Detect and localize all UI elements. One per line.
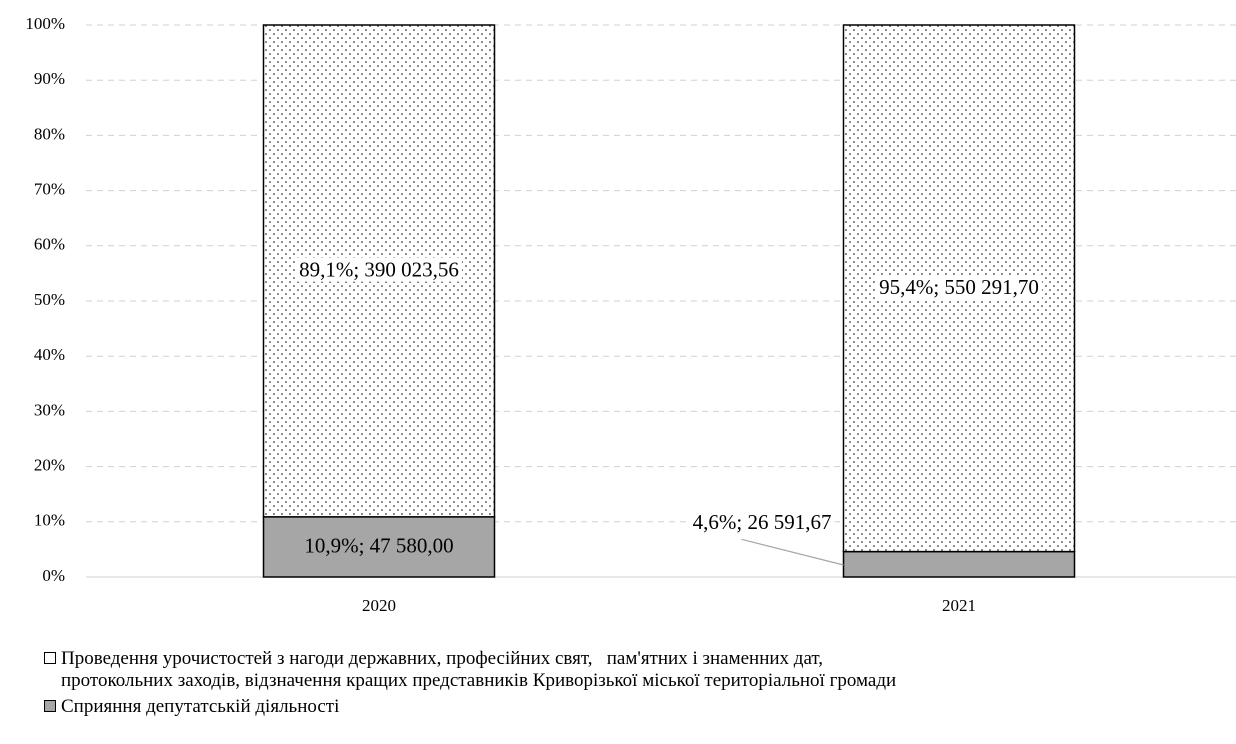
data-label: 4,6%; 26 591,67 <box>693 510 832 534</box>
legend-swatch <box>44 700 56 712</box>
data-label: 95,4%; 550 291,70 <box>879 275 1039 299</box>
bar-segment <box>262 516 496 578</box>
y-tick-label: 80% <box>34 124 65 143</box>
data-label: 89,1%; 390 023,56 <box>299 258 459 282</box>
x-tick-label: 2020 <box>362 596 396 615</box>
legend-label: Проведення урочистостей з нагоди державн… <box>61 648 897 691</box>
x-tick-label: 2021 <box>942 596 976 615</box>
chart: 0% 10% 20% 30% 40% 50% 60% 70% 80% 90% 100% 2020 202… <box>25 14 1236 615</box>
legend-item: Сприяння депутатській діяльності <box>44 696 1236 718</box>
data-label-bg <box>689 510 835 535</box>
y-tick-label: 10% <box>34 511 65 530</box>
data-label-group: 10,9%; 47 580,00 <box>304 534 453 558</box>
data-label-bg <box>876 275 1042 300</box>
y-tick-label: 20% <box>34 456 65 475</box>
y-tick-label: 90% <box>34 69 65 88</box>
bar-segment <box>842 550 1076 578</box>
legend: Проведення урочистостей з нагоди державн… <box>44 648 1236 722</box>
legend-swatch <box>44 652 56 664</box>
data-label-group: 89,1%; 390 023,56 <box>296 257 462 282</box>
legend-label: Сприяння депутатській діяльності <box>61 696 340 717</box>
data-label-bg <box>296 257 462 282</box>
y-tick-label: 50% <box>34 290 65 309</box>
data-label: 10,9%; 47 580,00 <box>304 534 453 558</box>
data-label-group: 95,4%; 550 291,70 <box>876 275 1042 300</box>
data-label-group: 4,6%; 26 591,67 <box>689 510 835 535</box>
y-tick-label: 30% <box>34 400 65 419</box>
legend-item: Проведення урочистостей з нагоди державн… <box>44 648 1236 692</box>
y-tick-label: 0% <box>42 566 65 585</box>
y-tick-label: 40% <box>34 345 65 364</box>
y-tick-label: 60% <box>34 235 65 254</box>
leader-line <box>741 538 844 566</box>
y-tick-label: 70% <box>34 180 65 199</box>
y-tick-label: 100% <box>25 14 65 33</box>
